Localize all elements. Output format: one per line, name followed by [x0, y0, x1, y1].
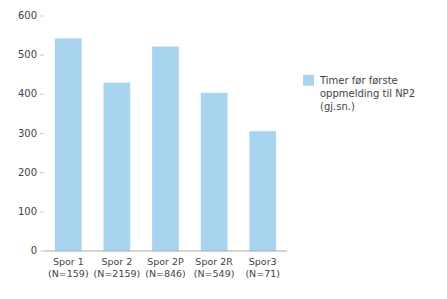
- y-tick: [40, 94, 44, 95]
- x-axis-line: [44, 251, 287, 252]
- y-tick-label: 500: [18, 49, 37, 60]
- y-tick-label: 400: [18, 88, 37, 99]
- y-tick: [40, 251, 44, 252]
- y-tick-label: 200: [18, 167, 37, 178]
- chart: 0 100 200 300 400 500 600 Spor 1(N=159)Spor 2(N…: [0, 0, 447, 299]
- bar: [249, 131, 276, 251]
- x-tick-label: Spor3(N=71): [245, 256, 280, 279]
- x-tick-label: Spor 2P(N=846): [145, 256, 186, 279]
- legend-label: Timer før førsteoppmelding til NP2(gj.sn…: [319, 75, 415, 112]
- legend-swatch: [303, 75, 314, 86]
- y-tick: [40, 172, 44, 173]
- legend: Timer før førsteoppmelding til NP2(gj.sn…: [303, 75, 415, 112]
- y-tick-label: 0: [31, 245, 37, 256]
- y-tick: [40, 55, 44, 56]
- bar: [152, 47, 179, 251]
- bars: [55, 38, 276, 251]
- y-tick: [40, 211, 44, 212]
- y-tick: [40, 16, 44, 17]
- y-tick: [40, 133, 44, 134]
- bar: [55, 38, 82, 251]
- y-axis: 0 100 200 300 400 500 600: [18, 10, 44, 256]
- bar: [104, 83, 131, 251]
- y-tick-label: 300: [18, 128, 37, 139]
- x-axis: Spor 1(N=159)Spor 2(N=2159)Spor 2P(N=846…: [48, 256, 280, 279]
- x-tick-label: Spor 2R(N=549): [194, 256, 235, 279]
- x-tick-label: Spor 1(N=159): [48, 256, 89, 279]
- y-tick-label: 100: [18, 206, 37, 217]
- chart-container: 0 100 200 300 400 500 600 Spor 1(N=159)Spor 2(N…: [0, 0, 447, 299]
- y-tick-label: 600: [18, 10, 37, 21]
- x-tick-label: Spor 2(N=2159): [94, 256, 141, 279]
- bar: [201, 93, 228, 251]
